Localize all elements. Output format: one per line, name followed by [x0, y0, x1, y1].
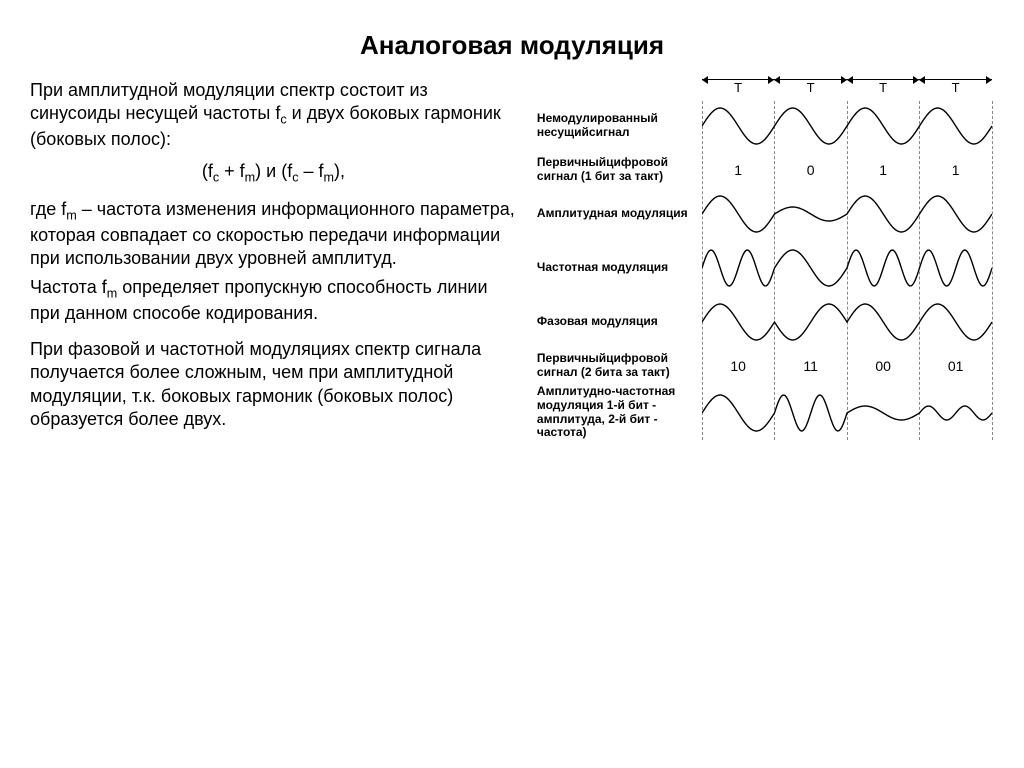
content-area: При амплитудной модуляции спектр состоит…	[30, 79, 994, 444]
row-label: Амплитудная модуляция	[537, 207, 702, 221]
diagram-rows: Немодулированный несущийсигнал Первичный…	[537, 101, 994, 440]
digit-cell: 01	[919, 358, 992, 374]
paragraph-4: При фазовой и частотной модуляциях спект…	[30, 338, 517, 432]
paragraph-2: где fm – частота изменения информационно…	[30, 198, 517, 271]
digit-cell: 1	[847, 162, 920, 178]
row-wave	[702, 297, 992, 347]
row-wave	[702, 243, 992, 293]
diagram-row-digits: Первичныйцифровой сигнал (2 бита за такт…	[537, 351, 994, 381]
period-header: TTTT	[702, 79, 992, 101]
period-cell: T	[774, 79, 847, 101]
digit-cell: 1	[702, 162, 775, 178]
digit-cell: 11	[774, 358, 847, 374]
digit-cell: 00	[847, 358, 920, 374]
row-label: Амплитудно-частотная модуляция 1-й бит -…	[537, 385, 702, 440]
page-title: Аналоговая модуляция	[30, 30, 994, 61]
row-wave	[702, 388, 992, 438]
row-label: Первичныйцифровой сигнал (2 бита за такт…	[537, 352, 702, 380]
paragraph-1: При амплитудной модуляции спектр состоит…	[30, 79, 517, 152]
p1a-sub: c	[280, 113, 286, 127]
row-label: Частотная модуляция	[537, 261, 702, 275]
diagram-column: TTTT Немодулированный несущийсигнал Перв…	[537, 79, 994, 444]
row-label: Первичныйцифровой сигнал (1 бит за такт)	[537, 156, 702, 184]
digit-cell: 0	[774, 162, 847, 178]
diagram-row-carrier: Немодулированный несущийсигнал	[537, 101, 994, 151]
row-label: Фазовая модуляция	[537, 315, 702, 329]
digit-cell: 1	[919, 162, 992, 178]
diagram-row-amfm: Амплитудно-частотная модуляция 1-й бит -…	[537, 385, 994, 440]
row-wave: 10110001	[702, 351, 992, 381]
period-cell: T	[919, 79, 992, 101]
row-wave: 1011	[702, 155, 992, 185]
row-wave	[702, 189, 992, 239]
text-column: При амплитудной модуляции спектр состоит…	[30, 79, 517, 444]
diagram-row-digits: Первичныйцифровой сигнал (1 бит за такт)…	[537, 155, 994, 185]
formula: (fc + fm) и (fc – fm),	[30, 160, 517, 186]
paragraph-3: Частота fm определяет пропускную способн…	[30, 276, 517, 325]
diagram-row-fm: Частотная модуляция	[537, 243, 994, 293]
period-cell: T	[702, 79, 775, 101]
row-label: Немодулированный несущийсигнал	[537, 112, 702, 140]
diagram-row-pm: Фазовая модуляция	[537, 297, 994, 347]
row-wave	[702, 101, 992, 151]
period-cell: T	[847, 79, 920, 101]
diagram-row-am: Амплитудная модуляция	[537, 189, 994, 239]
digit-cell: 10	[702, 358, 775, 374]
